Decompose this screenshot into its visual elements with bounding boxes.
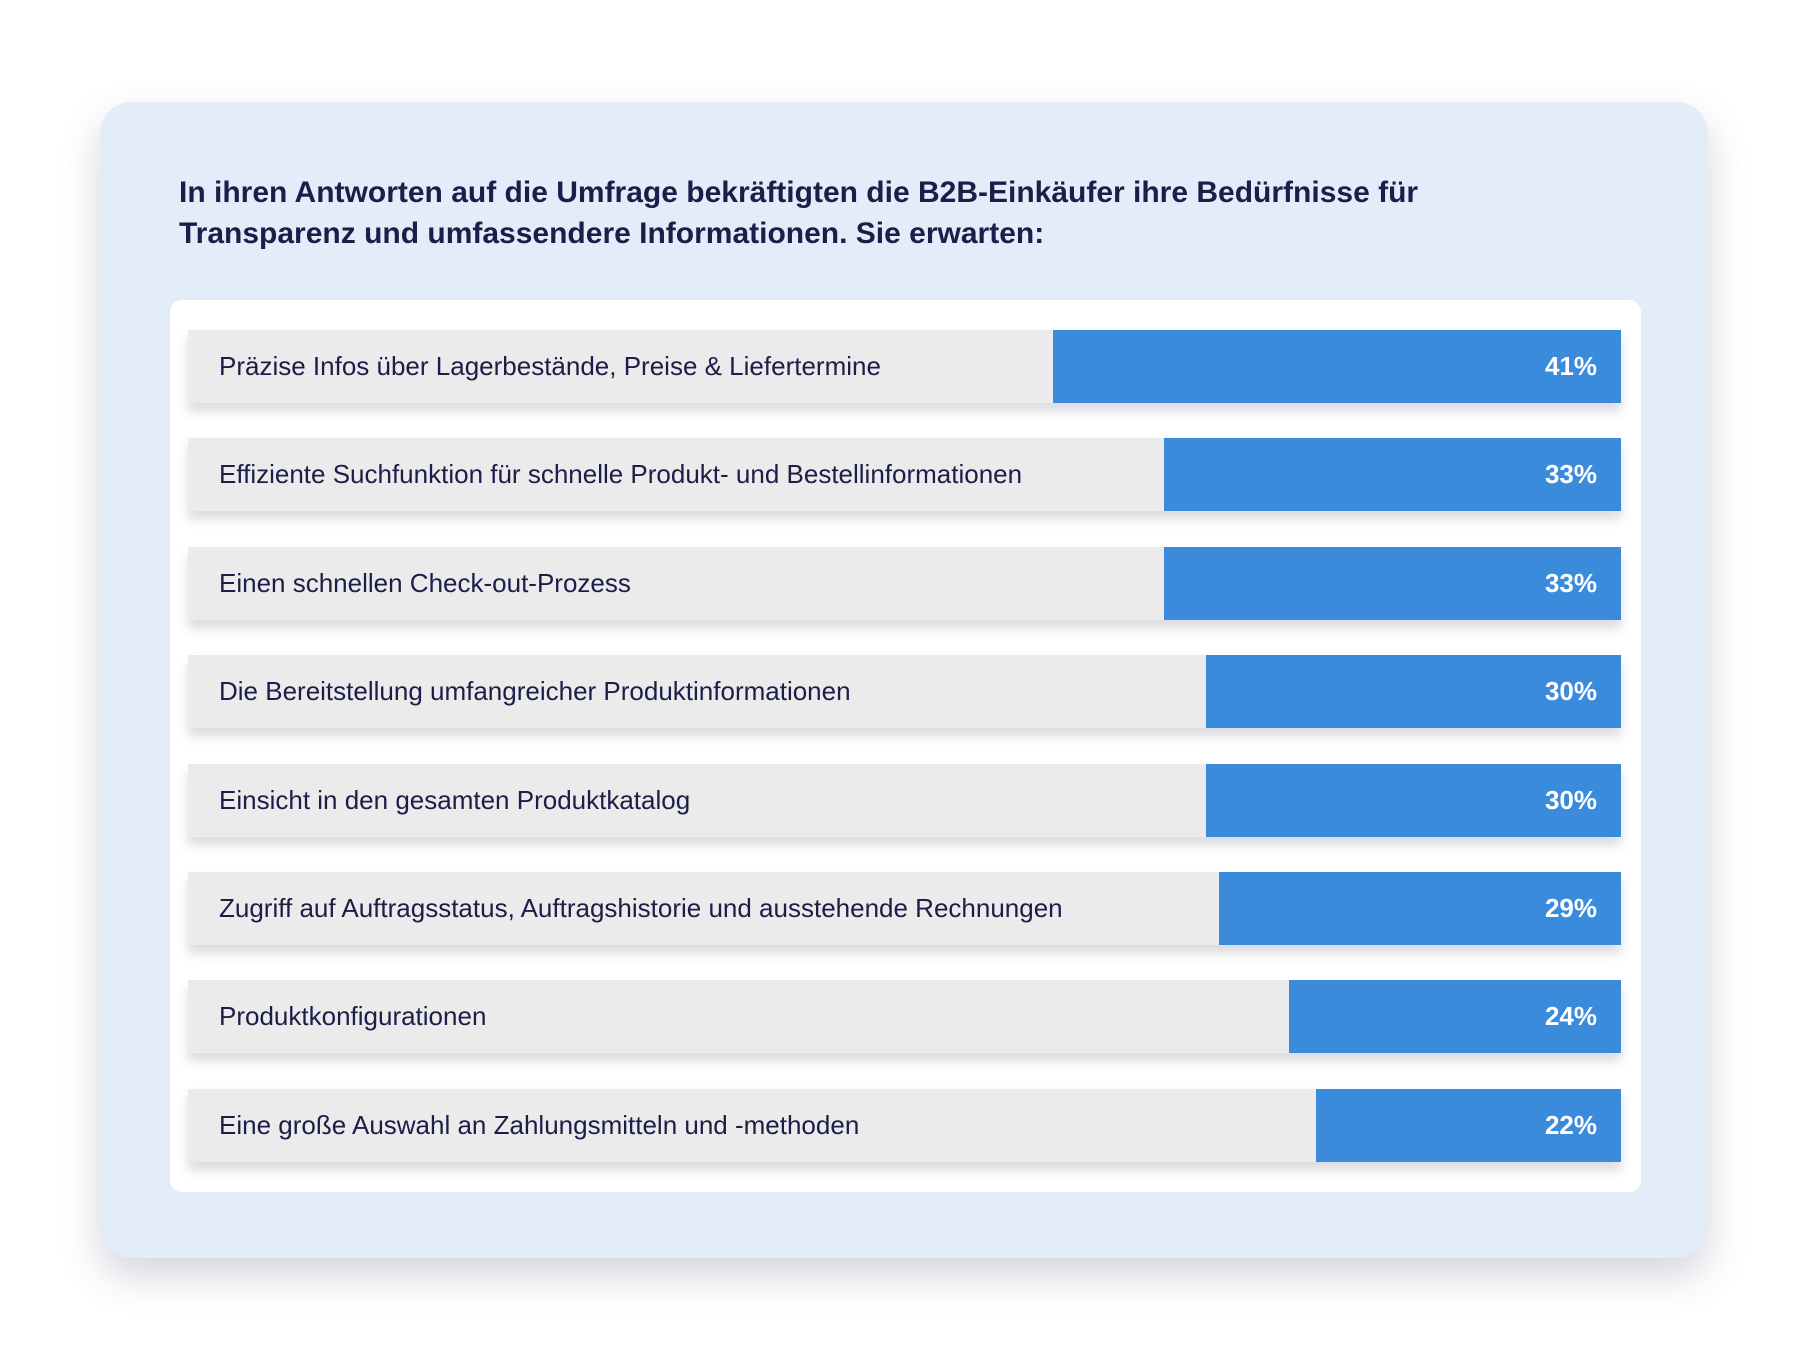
bar-value-label: 30% xyxy=(1544,676,1597,707)
bar-row: Zugriff auf Auftragsstatus, Auftragshist… xyxy=(188,872,1621,945)
chart-title: In ihren Antworten auf die Umfrage bekrä… xyxy=(179,176,1419,250)
bar-label: Einsicht in den gesamten Produktkatalog xyxy=(219,784,691,815)
bar-label: Effiziente Suchfunktion für schnelle Pro… xyxy=(219,459,1023,490)
bar-row: Effiziente Suchfunktion für schnelle Pro… xyxy=(188,438,1621,512)
chart-card: In ihren Antworten auf die Umfrage bekrä… xyxy=(100,102,1708,1258)
bar-fill xyxy=(1316,1088,1621,1162)
bar-row: Einsicht in den gesamten Produktkatalog 3… xyxy=(188,763,1621,837)
bar-label: Eine große Auswahl an Zahlungsmitteln un… xyxy=(219,1109,860,1140)
bar-row: Produktkonfigurationen 24% xyxy=(188,980,1621,1054)
bar-row: Einen schnellen Check-out-Prozess 33% xyxy=(188,546,1621,620)
bar-label: Die Bereitstellung umfangreicher Produkt… xyxy=(219,676,851,707)
bar-fill xyxy=(1205,763,1621,837)
bar-label: Produktkonfigurationen xyxy=(219,1001,487,1032)
bar-fill xyxy=(1163,438,1621,512)
bar-fill xyxy=(1205,655,1621,729)
bar-value-label: 30% xyxy=(1544,784,1597,815)
bar-value-label: 29% xyxy=(1544,893,1597,923)
bar-value-label: 33% xyxy=(1544,459,1597,490)
bar-fill xyxy=(1163,546,1621,620)
bar-row: Eine große Auswahl an Zahlungsmitteln un… xyxy=(188,1088,1621,1162)
bar-fill xyxy=(1288,980,1621,1054)
bar-label: Zugriff auf Auftragsstatus, Auftragshist… xyxy=(219,893,1063,923)
bar-fill xyxy=(1219,872,1621,945)
bar-row: Die Bereitstellung umfangreicher Produkt… xyxy=(188,655,1621,729)
bar-value-label: 22% xyxy=(1544,1109,1597,1140)
bar-label: Präzise Infos über Lagerbestände, Preise… xyxy=(219,351,881,381)
bar-panel: Präzise Infos über Lagerbestände, Preise… xyxy=(170,300,1641,1192)
bar-label: Einen schnellen Check-out-Prozess xyxy=(219,567,631,598)
bar-row: Präzise Infos über Lagerbestände, Preise… xyxy=(188,330,1621,403)
bar-value-label: 41% xyxy=(1544,351,1597,381)
bar-value-label: 33% xyxy=(1544,567,1597,598)
bar-fill xyxy=(1053,330,1621,403)
bar-value-label: 24% xyxy=(1544,1001,1597,1032)
